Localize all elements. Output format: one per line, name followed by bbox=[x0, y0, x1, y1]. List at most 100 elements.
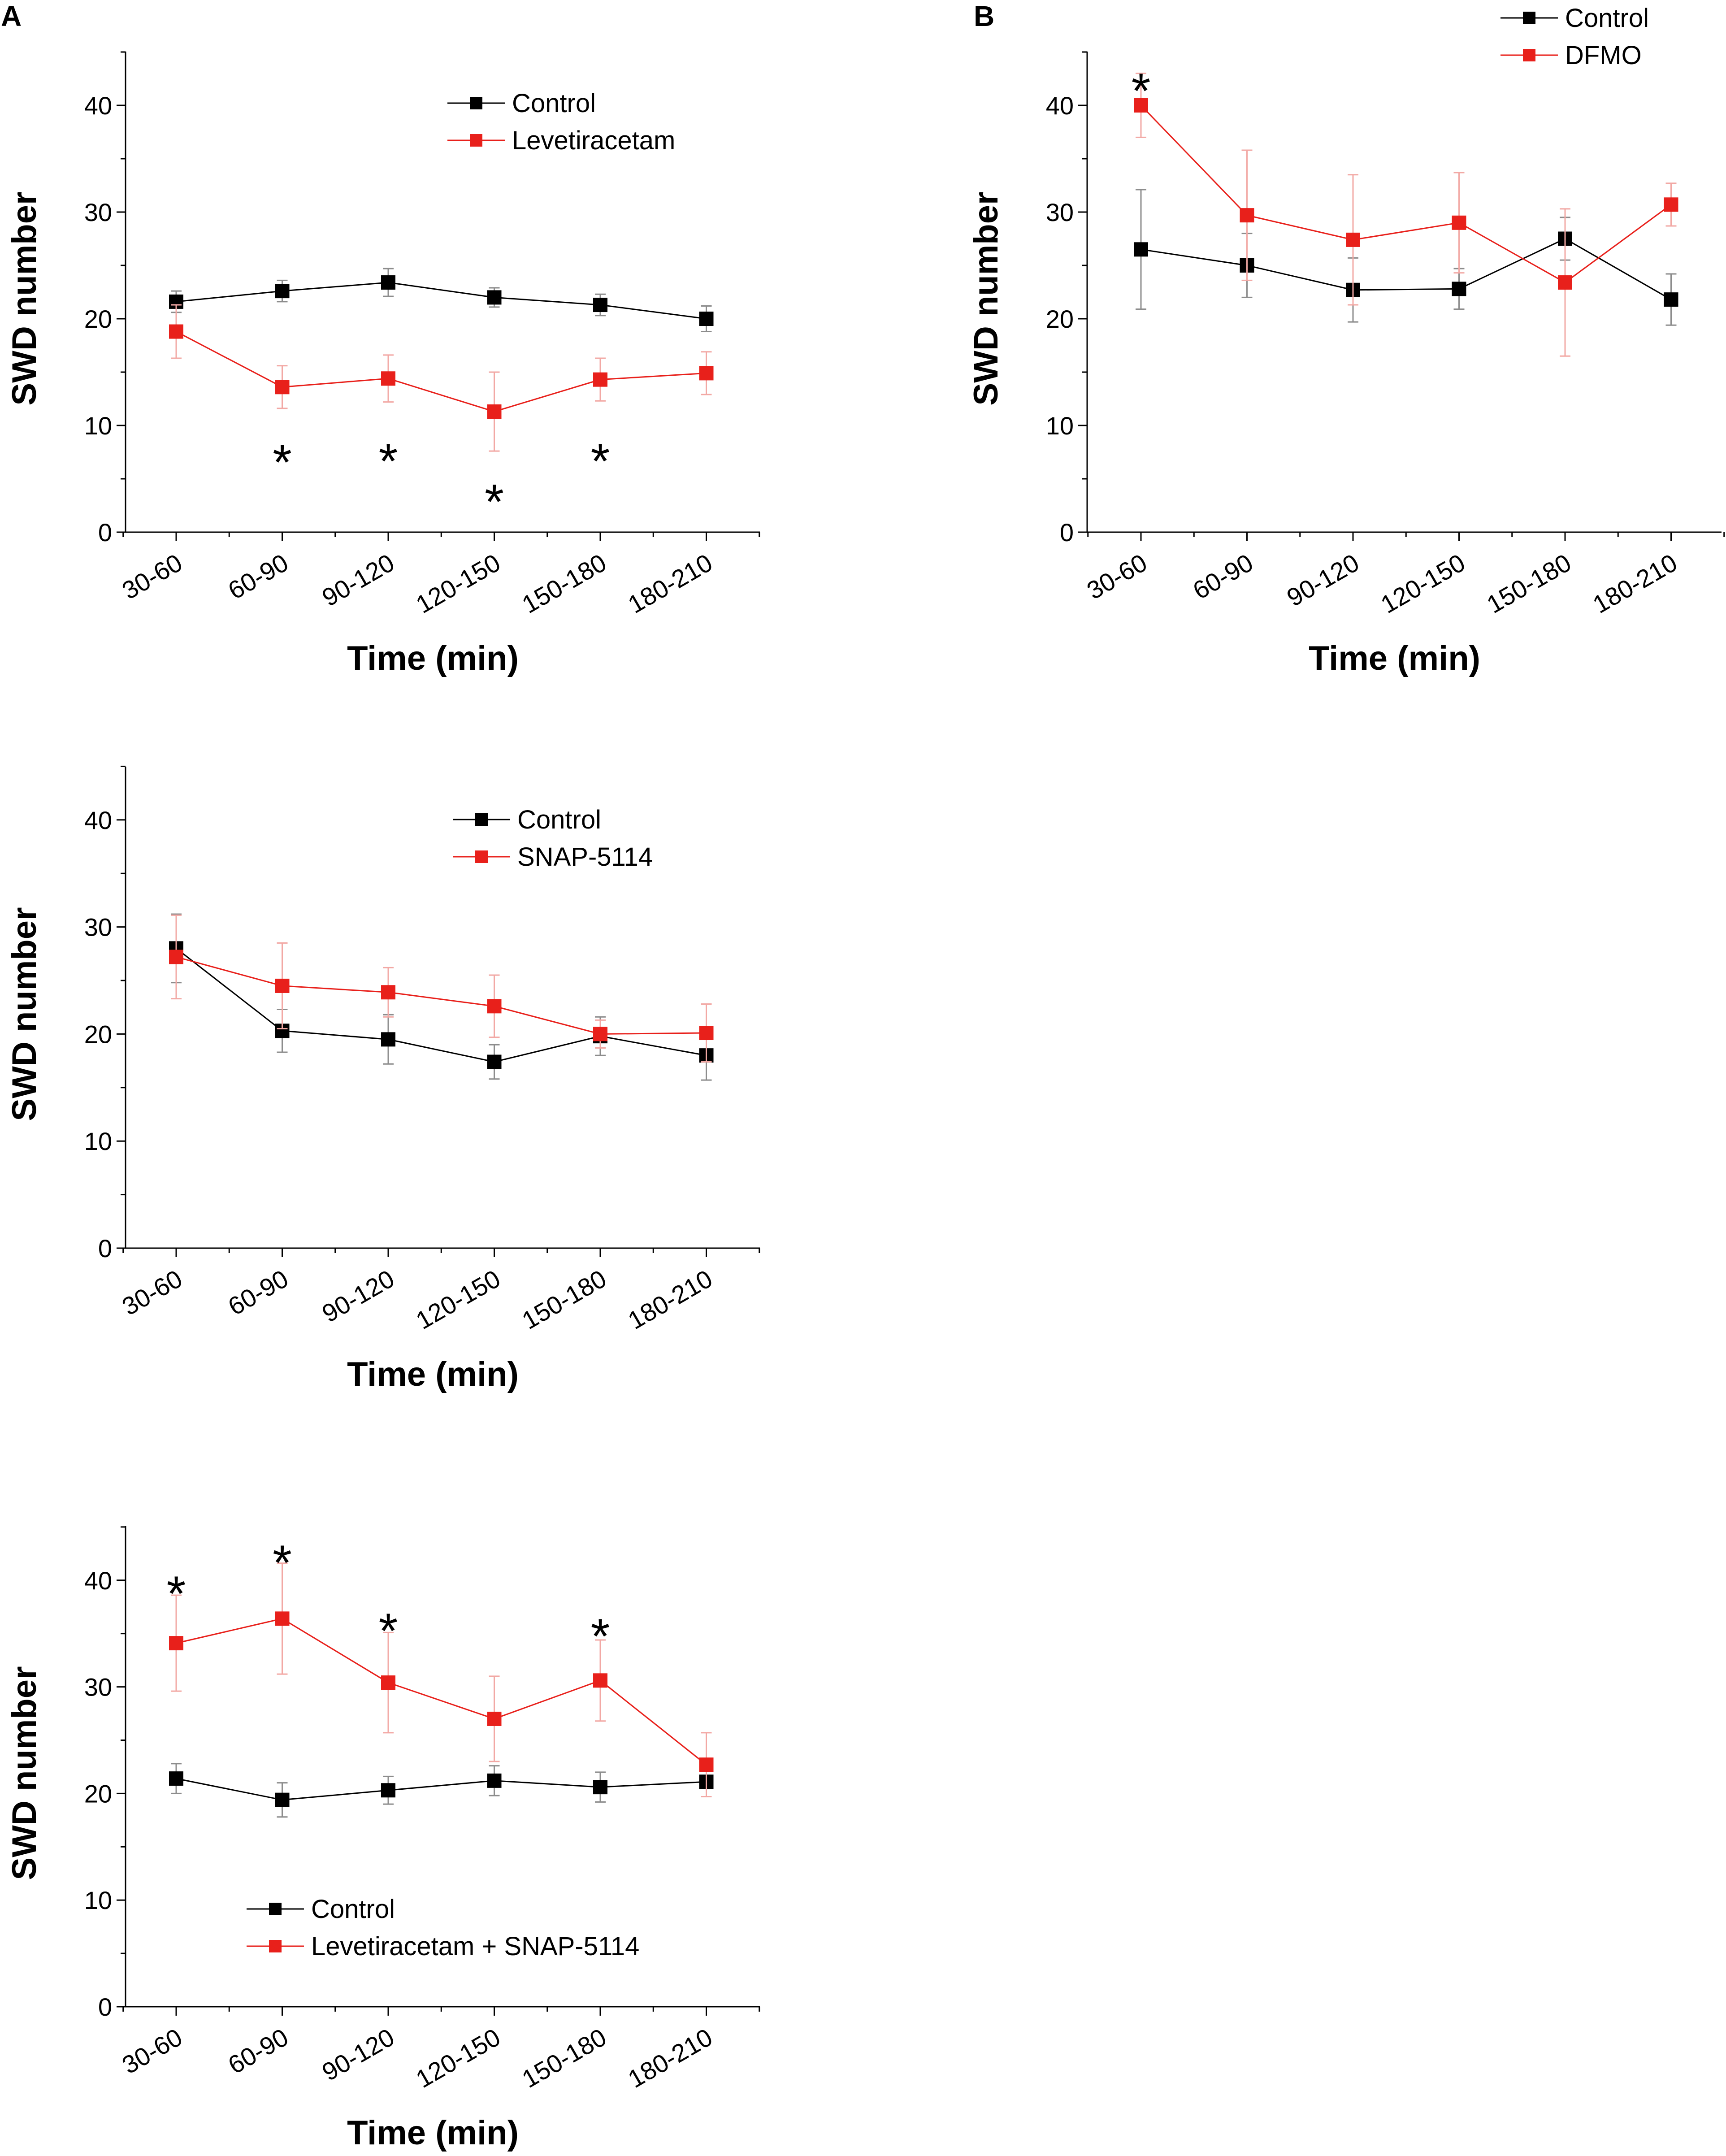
y-tick-label: 10 bbox=[84, 1886, 112, 1914]
chart-levetiracetam: 0 10 20 30 40 30-60 60-90 90-120 120-150 150-180 1… bbox=[5, 51, 760, 677]
legend-entry: Levetiracetam + SNAP-5114 bbox=[247, 1932, 639, 1961]
series-treatment bbox=[169, 304, 714, 452]
y-tick-label: 0 bbox=[98, 1993, 112, 2021]
data-point bbox=[1346, 232, 1360, 247]
y-tick-label: 10 bbox=[84, 1127, 112, 1155]
legend-label: DFMO bbox=[1565, 41, 1642, 70]
y-tick-label: 20 bbox=[84, 1020, 112, 1048]
legend-label: Levetiracetam + SNAP-5114 bbox=[311, 1932, 639, 1961]
x-tick-label: 60-90 bbox=[1188, 548, 1258, 605]
data-point bbox=[275, 380, 290, 395]
x-tick-label: 30-60 bbox=[117, 1264, 187, 1321]
data-point bbox=[169, 1771, 183, 1786]
data-point bbox=[487, 1054, 502, 1069]
x-tick-label: 150-180 bbox=[1482, 548, 1576, 619]
x-tick-label: 30-60 bbox=[117, 2023, 187, 2079]
significance-marker: * bbox=[591, 1609, 610, 1664]
x-tick-label: 60-90 bbox=[223, 1264, 293, 1321]
y-tick-label: 0 bbox=[1060, 518, 1074, 547]
legend-label: Control bbox=[512, 89, 596, 118]
y-axis-title: SWD number bbox=[5, 191, 43, 405]
x-tick-label: 90-120 bbox=[317, 548, 399, 612]
data-point bbox=[1664, 197, 1678, 212]
x-tick-label: 90-120 bbox=[317, 2023, 399, 2087]
y-tick-label: 30 bbox=[84, 913, 112, 941]
data-point bbox=[169, 1636, 183, 1651]
data-point bbox=[487, 1711, 502, 1726]
x-tick-label: 150-180 bbox=[517, 548, 611, 619]
data-point bbox=[1452, 215, 1466, 230]
panel-letter-b: B bbox=[974, 0, 994, 32]
legend: Control Levetiracetam bbox=[447, 89, 675, 155]
series-control bbox=[169, 268, 714, 333]
legend-entry: SNAP-5114 bbox=[453, 842, 653, 872]
series-control bbox=[169, 1763, 714, 1818]
legend-label: Control bbox=[311, 1895, 395, 1924]
significance-marker: * bbox=[273, 435, 292, 490]
y-tick-label: 30 bbox=[1046, 198, 1074, 226]
series-line bbox=[176, 956, 707, 1035]
legend-marker bbox=[1523, 49, 1535, 61]
data-point bbox=[1134, 98, 1148, 113]
legend-label: Control bbox=[1565, 4, 1649, 33]
y-tick-label: 20 bbox=[1046, 305, 1074, 333]
x-tick-label: 120-150 bbox=[411, 1264, 505, 1335]
significance-marker: * bbox=[167, 1566, 186, 1621]
series-line bbox=[1140, 104, 1672, 283]
x-tick-label: 120-150 bbox=[1376, 548, 1470, 619]
x-tick-label: 150-180 bbox=[517, 1264, 611, 1335]
data-point bbox=[381, 1783, 395, 1798]
x-tick-label: 30-60 bbox=[117, 548, 187, 605]
data-point bbox=[1240, 208, 1254, 223]
y-axis-title: SWD number bbox=[967, 191, 1005, 405]
series-line bbox=[176, 948, 707, 1063]
x-axis-title: Time (min) bbox=[1309, 639, 1480, 677]
y-tick-label: 30 bbox=[84, 1673, 112, 1701]
data-point bbox=[699, 366, 714, 381]
series-line bbox=[176, 282, 707, 320]
y-tick-label: 0 bbox=[98, 1234, 112, 1262]
data-point bbox=[593, 1027, 607, 1041]
legend-marker bbox=[1523, 12, 1535, 24]
data-point bbox=[593, 372, 607, 387]
y-axis-title: SWD number bbox=[5, 907, 43, 1121]
series-line bbox=[176, 1778, 707, 1801]
x-tick-label: 180-210 bbox=[1588, 548, 1682, 619]
data-point bbox=[699, 312, 714, 326]
legend-entry: Control bbox=[247, 1895, 395, 1924]
series-treatment bbox=[1134, 73, 1678, 357]
data-point bbox=[487, 1773, 502, 1788]
legend-label: Control bbox=[517, 805, 601, 834]
panel-letter-a: A bbox=[1, 0, 22, 32]
chart-snap5114: 0 10 20 30 40 30-60 60-90 90-120 120-150 150-180 1… bbox=[5, 765, 760, 1393]
data-point bbox=[487, 999, 502, 1014]
x-axis-title: Time (min) bbox=[347, 1355, 519, 1393]
data-point bbox=[593, 298, 607, 312]
y-tick-label: 30 bbox=[84, 198, 112, 226]
legend-label: Levetiracetam bbox=[512, 126, 675, 155]
data-point bbox=[381, 985, 395, 1000]
x-tick-label: 180-210 bbox=[623, 1264, 717, 1335]
legend-marker bbox=[269, 1903, 282, 1915]
x-tick-label: 120-150 bbox=[411, 548, 505, 619]
x-tick-label: 90-120 bbox=[317, 1264, 399, 1328]
legend: Control Levetiracetam + SNAP-5114 bbox=[247, 1895, 639, 1961]
data-point bbox=[593, 1780, 607, 1795]
legend-marker bbox=[470, 97, 482, 109]
legend-entry: Levetiracetam bbox=[447, 126, 675, 155]
x-tick-label: 150-180 bbox=[517, 2023, 611, 2093]
x-axis-title: Time (min) bbox=[347, 2114, 519, 2152]
data-point bbox=[699, 1757, 714, 1772]
data-point bbox=[1664, 292, 1678, 307]
data-point bbox=[381, 1675, 395, 1690]
legend-marker bbox=[470, 134, 482, 147]
y-axis-title: SWD number bbox=[5, 1666, 43, 1880]
legend-marker bbox=[269, 1940, 282, 1952]
chart-levetiracetam-snap5114: 0 10 20 30 40 30-60 60-90 90-120 120-150 150-180 1… bbox=[5, 1526, 760, 2152]
data-point bbox=[1452, 282, 1466, 296]
series-treatment bbox=[169, 914, 714, 1063]
y-tick-label: 40 bbox=[84, 91, 112, 120]
data-point bbox=[169, 324, 183, 339]
series-control bbox=[169, 913, 714, 1081]
data-point bbox=[1134, 242, 1148, 257]
